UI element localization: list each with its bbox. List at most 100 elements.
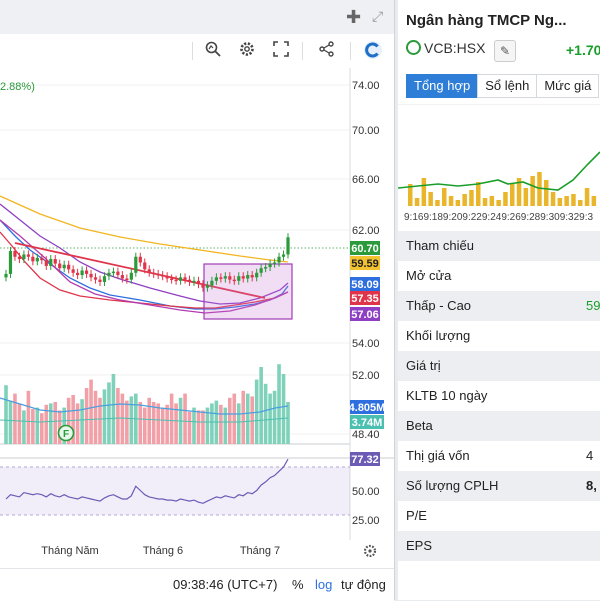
volume-bar [241, 390, 246, 444]
candle [201, 284, 205, 288]
mini-volume-bar [578, 200, 583, 206]
candle [237, 276, 241, 281]
info-row: Mở cửa [398, 261, 600, 291]
price-change: +1.70 [566, 42, 600, 58]
mini-volume-bar [584, 188, 590, 206]
candle [223, 276, 227, 279]
candle [13, 251, 17, 257]
price-tag: 60.70 [350, 241, 380, 255]
svg-text:77.32: 77.32 [351, 454, 379, 466]
volume-bar [22, 410, 26, 444]
candle [71, 269, 75, 273]
info-row: P/E [398, 501, 600, 531]
info-row-label: Mở cửa [406, 268, 452, 283]
candle [22, 254, 26, 260]
percent-button[interactable]: % [292, 577, 304, 592]
quote-tabs: Tổng hợp Sổ lệnh Mức giá [406, 74, 600, 98]
mini-volume-bar [496, 200, 501, 206]
chart-panel: ✚ ⤢ 2.88%) 74.00 70.00 66.00 62.00 54.00 52.0… [0, 0, 395, 601]
gear-icon[interactable] [236, 40, 258, 62]
candle [17, 256, 22, 260]
volume-bar [250, 396, 254, 444]
candle [116, 271, 120, 276]
event-marker[interactable]: F [57, 424, 75, 442]
price-chart[interactable]: 2.88%) 74.00 70.00 66.00 62.00 54.00 52.00 48.… [0, 68, 394, 568]
volume-bar [116, 388, 120, 444]
add-icon[interactable]: ✚ [346, 7, 362, 27]
mini-volume-bar [557, 198, 563, 206]
rsi-axis-label: 25.00 [352, 515, 380, 527]
share-icon[interactable] [316, 40, 338, 62]
mini-volume-bar [571, 194, 576, 206]
volume-bar [196, 410, 201, 444]
volume-bar [35, 407, 40, 444]
fullscreen-icon[interactable] [270, 40, 292, 62]
symbol-label[interactable]: VCB:HSX [406, 40, 485, 56]
volume-bar [89, 379, 93, 444]
toolbar-divider [192, 42, 193, 60]
mini-volume-bar [537, 172, 542, 206]
quote-info-table: Tham chiếu Mở cửa Thấp - Cao 59 Khối lượng Gi… [398, 231, 600, 561]
candle [268, 263, 272, 268]
auto-button[interactable]: tự động [341, 577, 386, 592]
volume-bar [17, 403, 22, 444]
candle [89, 273, 93, 278]
price-axis-label: 62.00 [352, 225, 380, 237]
volume-bar [57, 410, 62, 444]
candle [272, 262, 277, 264]
svg-text:58.09: 58.09 [351, 279, 379, 291]
rsi-band [0, 467, 350, 515]
volume-bar [219, 404, 223, 444]
mini-volume-bar [428, 192, 433, 206]
info-row: Thấp - Cao 59 [398, 291, 600, 321]
candle [277, 256, 281, 263]
volume-ma-cyan [0, 417, 289, 423]
volume-bar [142, 407, 147, 444]
volume-bar [174, 403, 178, 444]
info-row: Số lượng CPLH 8, [398, 471, 600, 501]
candle [120, 275, 124, 279]
settings-icon[interactable] [363, 544, 377, 558]
intraday-mini-chart[interactable]: 9:169:189:209:229:249:269:289:309:329:3 [398, 104, 600, 228]
volume-bar [263, 383, 268, 444]
info-row-label: EPS [406, 538, 433, 553]
candle [165, 276, 169, 279]
volume-bar [4, 385, 8, 444]
candle [246, 275, 250, 279]
volume-tag: 4.805M [349, 400, 385, 414]
candle [67, 264, 71, 270]
price-tag: 57.35 [350, 291, 380, 305]
volume-bar [192, 407, 196, 444]
candle [210, 280, 214, 286]
trend-line [14, 242, 266, 299]
info-row: Khối lượng [398, 321, 600, 351]
log-button[interactable]: log [315, 577, 333, 592]
info-row-label: Thị giá vốn [406, 448, 470, 463]
volume-bar [44, 404, 49, 444]
mini-volume-bar [414, 198, 420, 206]
info-row-label: Giá trị [406, 358, 441, 373]
ma-line-magenta [0, 219, 289, 314]
price-axis-label: 48.40 [352, 429, 380, 441]
volume-bar [31, 409, 35, 444]
candle [84, 270, 89, 274]
volume-bar [236, 403, 241, 444]
volume-bar [165, 404, 169, 444]
expand-icon[interactable]: ⤢ [372, 8, 384, 24]
mini-volume-bar [462, 194, 467, 206]
tab-overview[interactable]: Tổng hợp [406, 74, 479, 98]
brand-logo-icon[interactable] [362, 40, 384, 62]
price-tag: 57.06 [350, 307, 380, 321]
change-percent-label: 2.88%) [0, 81, 35, 93]
info-row-value: 59 [586, 298, 600, 313]
candle [264, 267, 268, 269]
pencil-icon[interactable]: ✎ [494, 40, 516, 62]
month-label: Tháng Năm [41, 545, 98, 557]
candle [125, 278, 129, 281]
indicator-search-icon[interactable] [202, 40, 224, 62]
tab-order-book[interactable]: Sổ lệnh [477, 74, 538, 98]
tab-price-levels[interactable]: Mức giá [536, 74, 600, 98]
mini-volume-bar [448, 196, 454, 206]
candle [98, 279, 102, 282]
mini-volume-bar [455, 200, 461, 206]
